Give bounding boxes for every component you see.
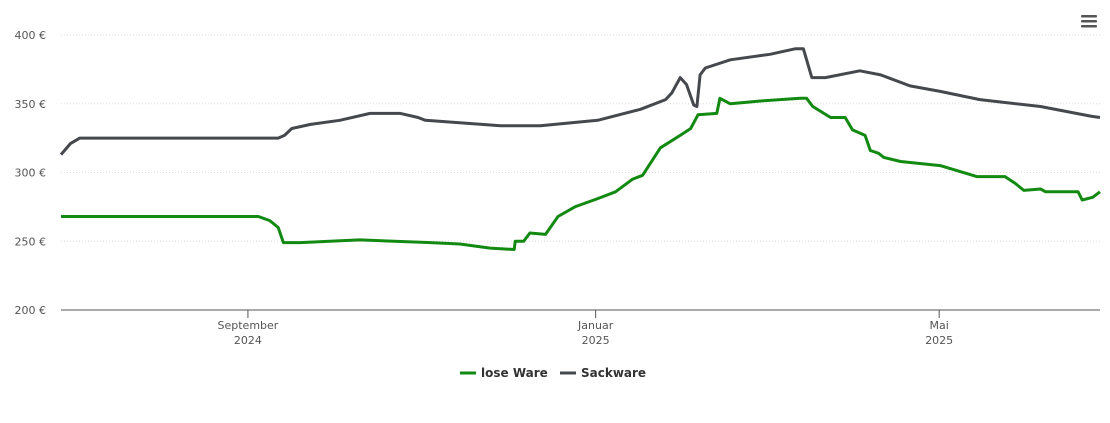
y-tick-label: 400 € xyxy=(15,29,47,42)
menu-icon[interactable] xyxy=(1081,15,1097,28)
x-tick-label: Mai 2025 xyxy=(925,319,953,347)
menu-bar xyxy=(1081,15,1097,18)
x-tick-label: September 2024 xyxy=(218,319,279,347)
y-tick-label: 350 € xyxy=(15,98,47,111)
legend-text: lose Ware xyxy=(481,366,548,380)
series-line xyxy=(59,47,1101,156)
menu-bar xyxy=(1081,25,1097,28)
menu-bar xyxy=(1081,20,1097,23)
y-tick-label: 300 € xyxy=(15,167,47,180)
legend-text: Sackware xyxy=(581,366,646,380)
x-tick-label: Januar 2025 xyxy=(577,319,614,347)
series-line xyxy=(61,96,1101,251)
y-tick-label: 250 € xyxy=(15,235,47,248)
y-tick-label: 200 € xyxy=(15,304,47,317)
legend-item[interactable]: lose Ware xyxy=(460,366,548,380)
legend-item[interactable]: Sackware xyxy=(560,366,646,380)
